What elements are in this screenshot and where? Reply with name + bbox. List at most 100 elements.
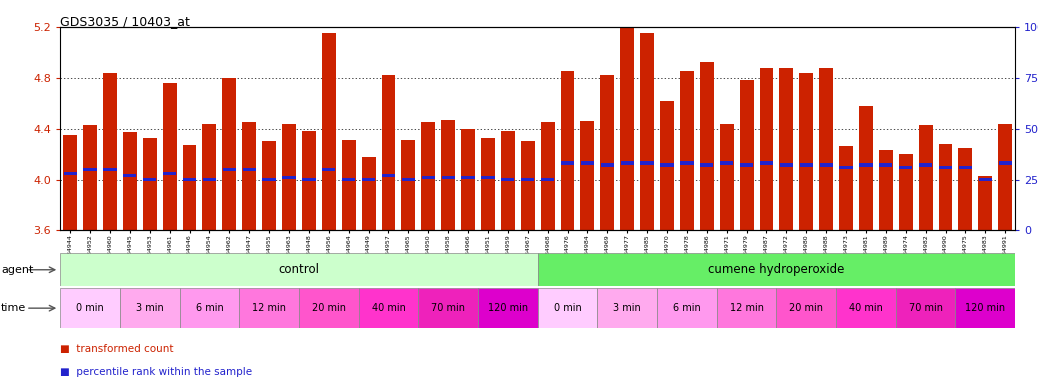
Bar: [302, 131, 316, 230]
Bar: [322, 33, 335, 230]
Bar: [477, 288, 538, 328]
Bar: [302, 178, 316, 181]
Bar: [183, 145, 196, 230]
Bar: [538, 288, 597, 328]
Text: GDS3035 / 10403_at: GDS3035 / 10403_at: [60, 15, 190, 28]
Bar: [222, 78, 237, 230]
Bar: [719, 124, 734, 230]
Bar: [441, 176, 455, 179]
Bar: [899, 166, 912, 169]
Bar: [501, 178, 515, 181]
Text: 70 min: 70 min: [908, 303, 943, 313]
Bar: [239, 288, 299, 328]
Text: 40 min: 40 min: [849, 303, 883, 313]
Bar: [896, 288, 955, 328]
Bar: [760, 68, 773, 230]
Text: 3 min: 3 min: [136, 303, 164, 313]
Text: agent: agent: [1, 265, 33, 275]
Bar: [597, 288, 657, 328]
Text: control: control: [278, 263, 320, 276]
Bar: [362, 178, 375, 181]
Bar: [859, 106, 873, 230]
Bar: [402, 178, 415, 181]
Bar: [760, 161, 773, 165]
Bar: [242, 122, 256, 230]
Bar: [879, 150, 893, 230]
Bar: [819, 68, 834, 230]
Bar: [780, 164, 793, 167]
Bar: [959, 166, 972, 169]
Bar: [183, 178, 196, 181]
Bar: [521, 141, 535, 230]
Bar: [660, 101, 674, 230]
Text: 40 min: 40 min: [372, 303, 406, 313]
Bar: [124, 174, 136, 177]
Bar: [342, 140, 356, 230]
Bar: [640, 161, 654, 165]
Bar: [263, 178, 276, 181]
Text: 20 min: 20 min: [311, 303, 346, 313]
Bar: [462, 176, 474, 179]
Bar: [461, 129, 475, 230]
Bar: [939, 166, 952, 169]
Bar: [361, 157, 376, 230]
Bar: [501, 131, 515, 230]
Bar: [999, 161, 1012, 165]
Bar: [919, 164, 932, 167]
Bar: [919, 125, 932, 230]
Bar: [441, 120, 455, 230]
Bar: [979, 176, 992, 230]
Bar: [740, 80, 754, 230]
Text: 12 min: 12 min: [730, 303, 764, 313]
Bar: [720, 161, 733, 165]
Bar: [60, 288, 120, 328]
Bar: [143, 137, 157, 230]
Bar: [163, 83, 176, 230]
Bar: [680, 71, 693, 230]
Text: 12 min: 12 min: [252, 303, 286, 313]
Bar: [202, 178, 216, 181]
Bar: [561, 71, 574, 230]
Text: 6 min: 6 min: [195, 303, 223, 313]
Bar: [776, 288, 836, 328]
Bar: [820, 164, 832, 167]
Bar: [243, 167, 255, 171]
Bar: [601, 164, 613, 167]
Bar: [839, 146, 853, 230]
Text: ■  percentile rank within the sample: ■ percentile rank within the sample: [60, 367, 252, 377]
Text: 120 min: 120 min: [965, 303, 1006, 313]
Bar: [955, 288, 1015, 328]
Text: cumene hydroperoxide: cumene hydroperoxide: [708, 263, 845, 276]
Bar: [561, 161, 574, 165]
Bar: [799, 164, 813, 167]
Bar: [700, 63, 714, 230]
Bar: [999, 124, 1012, 230]
Bar: [83, 167, 97, 171]
Bar: [580, 121, 595, 230]
Bar: [122, 132, 137, 230]
Text: ■  transformed count: ■ transformed count: [60, 344, 173, 354]
Text: 70 min: 70 min: [431, 303, 465, 313]
Bar: [740, 164, 754, 167]
Bar: [780, 68, 793, 230]
Bar: [180, 288, 239, 328]
Bar: [481, 137, 495, 230]
Bar: [799, 73, 813, 230]
Bar: [541, 122, 554, 230]
Bar: [657, 288, 716, 328]
Bar: [163, 172, 176, 175]
Bar: [716, 288, 776, 328]
Bar: [640, 33, 654, 230]
Bar: [282, 124, 296, 230]
Bar: [120, 288, 180, 328]
Text: time: time: [1, 303, 26, 313]
Bar: [938, 144, 953, 230]
Text: 20 min: 20 min: [789, 303, 823, 313]
Bar: [482, 176, 494, 179]
Bar: [382, 174, 395, 177]
Bar: [541, 178, 554, 181]
Bar: [680, 161, 693, 165]
Bar: [63, 135, 77, 230]
Bar: [202, 124, 216, 230]
Text: 0 min: 0 min: [76, 303, 104, 313]
